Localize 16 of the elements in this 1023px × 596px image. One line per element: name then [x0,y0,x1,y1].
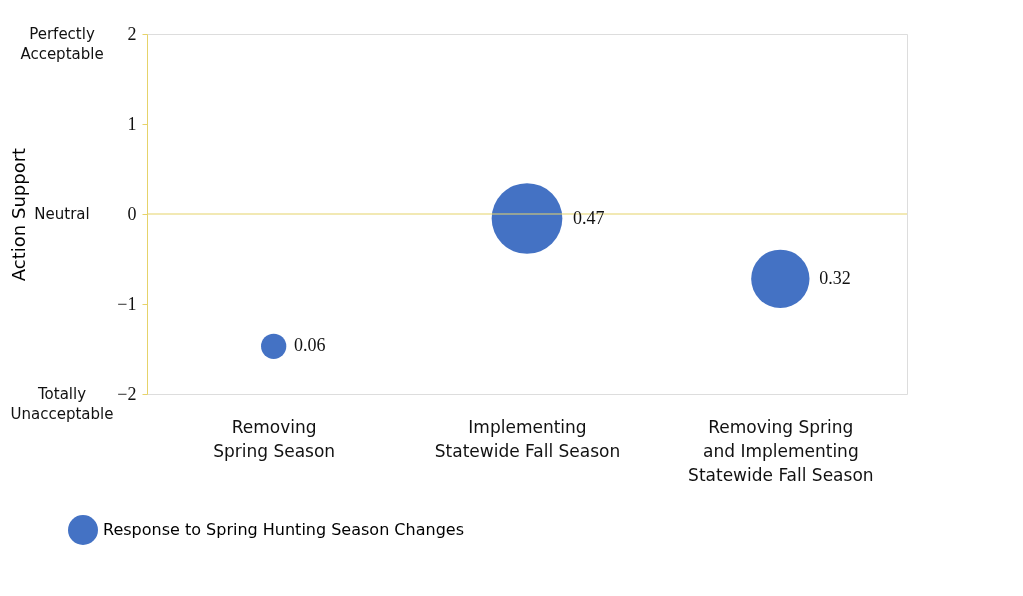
x-tick-label: Implementing Statewide Fall Season [434,416,621,461]
x-tick-label: Removing Spring and Implementing Statewide Fall Season [688,416,874,485]
y-axis-title: Action Support [8,147,30,282]
legend-label: Response to Spring Hunting Season Changes [103,520,464,539]
y-tick-label: −1 [117,293,137,314]
y-tick-label: −2 [117,383,137,404]
text: Perfectly Acceptable [20,25,104,63]
y-tick-label: 1 [127,113,137,134]
data-label: 0.06 [293,335,326,356]
text: Neutral [34,205,90,223]
y-tick-label: 0 [127,203,137,224]
data-label: 0.32 [819,267,851,288]
x-tick-label: Removing Spring Season [213,416,336,461]
data-label: 0.47 [572,207,605,228]
y-tick-label: 2 [127,23,137,44]
text: Totally Unacceptable [10,385,114,423]
